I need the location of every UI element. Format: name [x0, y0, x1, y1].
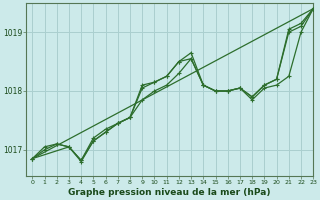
- X-axis label: Graphe pression niveau de la mer (hPa): Graphe pression niveau de la mer (hPa): [68, 188, 271, 197]
